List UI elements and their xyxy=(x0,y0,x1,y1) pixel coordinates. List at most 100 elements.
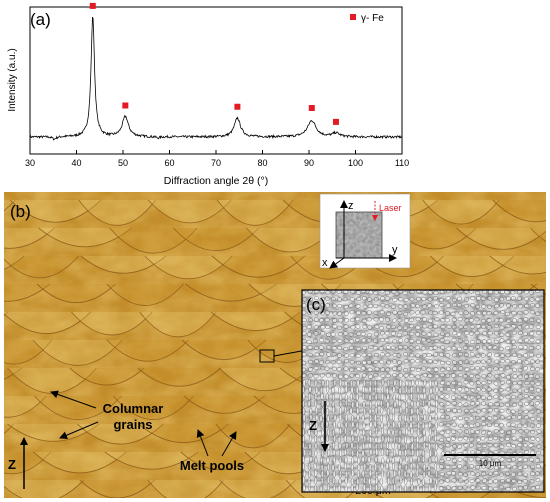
dendrite-cell xyxy=(423,392,427,400)
dendrite-cell xyxy=(469,366,475,371)
dendrite-cell xyxy=(397,325,403,330)
dendrite-cell xyxy=(337,421,341,429)
dendrite-cell xyxy=(387,428,391,436)
dendrite-cell xyxy=(524,360,530,365)
dendrite-cell xyxy=(415,469,419,477)
dendrite-cell xyxy=(356,346,362,351)
dendrite-cell xyxy=(499,444,505,449)
dendrite-cell xyxy=(463,304,469,309)
dendrite-cell xyxy=(529,317,535,322)
dendrite-cell xyxy=(361,318,367,323)
dendrite-cell xyxy=(374,401,378,409)
dendrite-cell xyxy=(362,428,366,437)
dendrite-cell xyxy=(500,465,506,470)
dendrite-cell xyxy=(528,324,534,329)
x-axis-label: Diffraction angle 2θ (°) xyxy=(164,175,268,187)
dendrite-cell xyxy=(366,310,372,315)
dendrite-cell xyxy=(313,310,319,315)
dendrite-cell xyxy=(344,394,348,402)
dendrite-cell xyxy=(522,443,528,448)
dendrite-cell xyxy=(434,413,438,421)
dendrite-cell xyxy=(535,325,541,330)
dendrite-cell xyxy=(314,399,318,408)
dendrite-cell xyxy=(499,380,505,385)
dendrite-cell xyxy=(482,478,488,483)
dendrite-cell xyxy=(510,409,516,414)
dendrite-cell xyxy=(415,304,420,309)
melt-pool-arc xyxy=(211,255,306,278)
dendrite-cell xyxy=(337,463,341,472)
dendrite-cell xyxy=(464,367,470,372)
dendrite-cell xyxy=(344,485,348,492)
dendrite-cell xyxy=(451,422,457,427)
dendrite-cell xyxy=(444,311,450,316)
dendrite-cell xyxy=(517,465,523,470)
dendrite-cell xyxy=(476,444,482,449)
dendrite-cell xyxy=(427,359,433,364)
dendrite-cell xyxy=(486,379,492,385)
dendrite-cell xyxy=(464,297,469,302)
dendrite-cell xyxy=(481,304,487,309)
dendrite-cell xyxy=(390,304,396,309)
dendrite-cell xyxy=(434,434,438,442)
dendrite-cell xyxy=(469,408,475,413)
dendrite-cell xyxy=(344,456,348,464)
dendrite-cell xyxy=(480,366,486,371)
dendrite-cell xyxy=(332,324,338,329)
dendrite-cell xyxy=(463,339,469,344)
peak-marker xyxy=(89,2,96,9)
dendrite-cell xyxy=(445,296,451,301)
dendrite-cell xyxy=(421,366,427,371)
dendrite-cell xyxy=(319,338,325,343)
dendrite-cell xyxy=(493,339,499,344)
dendrite-cell xyxy=(309,413,313,421)
dendrite-cell xyxy=(326,469,330,477)
dendrite-cell xyxy=(325,434,329,442)
dendrite-cell xyxy=(452,416,457,421)
dendrite-cell xyxy=(355,373,361,379)
dendrite-cell xyxy=(392,436,396,444)
melt-pool-arc xyxy=(4,479,85,498)
panel-c-label: (c) xyxy=(306,295,326,314)
dendrite-cell xyxy=(530,430,536,435)
dendrite-cell xyxy=(320,311,325,316)
dendrite-cell xyxy=(327,483,331,491)
dendrite-cell xyxy=(530,471,536,476)
dendrite-cell xyxy=(319,457,323,465)
dendrite-cell xyxy=(499,325,505,330)
dendrite-cell xyxy=(325,325,331,330)
melt-pool-arc xyxy=(216,199,294,226)
dendrite-cell xyxy=(427,297,433,302)
dendrite-cell xyxy=(445,429,451,434)
dendrite-cell xyxy=(474,317,480,322)
dendrite-cell xyxy=(481,464,486,469)
melt-pool-arc xyxy=(4,339,53,365)
dendrite-cell xyxy=(481,339,487,344)
dendrite-cell xyxy=(445,366,451,371)
melt-pool-arc xyxy=(181,339,267,360)
inset-z-label: z xyxy=(348,200,354,212)
dendrite-cell xyxy=(481,324,487,329)
dendrite-cell xyxy=(493,394,499,399)
dendrite-cell xyxy=(333,379,337,387)
dendrite-cell xyxy=(535,381,541,386)
dendrite-cell xyxy=(361,414,365,422)
dendrite-cell xyxy=(355,386,359,395)
sem-frame xyxy=(301,289,545,493)
dendrite-cell xyxy=(309,455,313,464)
dendrite-cell xyxy=(349,393,353,401)
dendrite-cell xyxy=(356,443,360,451)
dendrite-cell xyxy=(505,359,511,364)
dendrite-cell xyxy=(428,414,432,423)
dendrite-cell xyxy=(452,353,457,358)
dendrite-cell xyxy=(524,415,529,420)
dendrite-cell xyxy=(344,414,348,422)
dendrite-cell xyxy=(439,394,445,399)
dendrite-cell xyxy=(463,402,469,407)
dendrite-cell xyxy=(457,444,462,449)
dendrite-cell xyxy=(344,477,348,485)
dendrite-cell xyxy=(367,352,372,357)
dendrite-cell xyxy=(402,331,408,336)
dendrite-cell xyxy=(523,366,528,371)
dendrite-cell xyxy=(499,437,505,442)
